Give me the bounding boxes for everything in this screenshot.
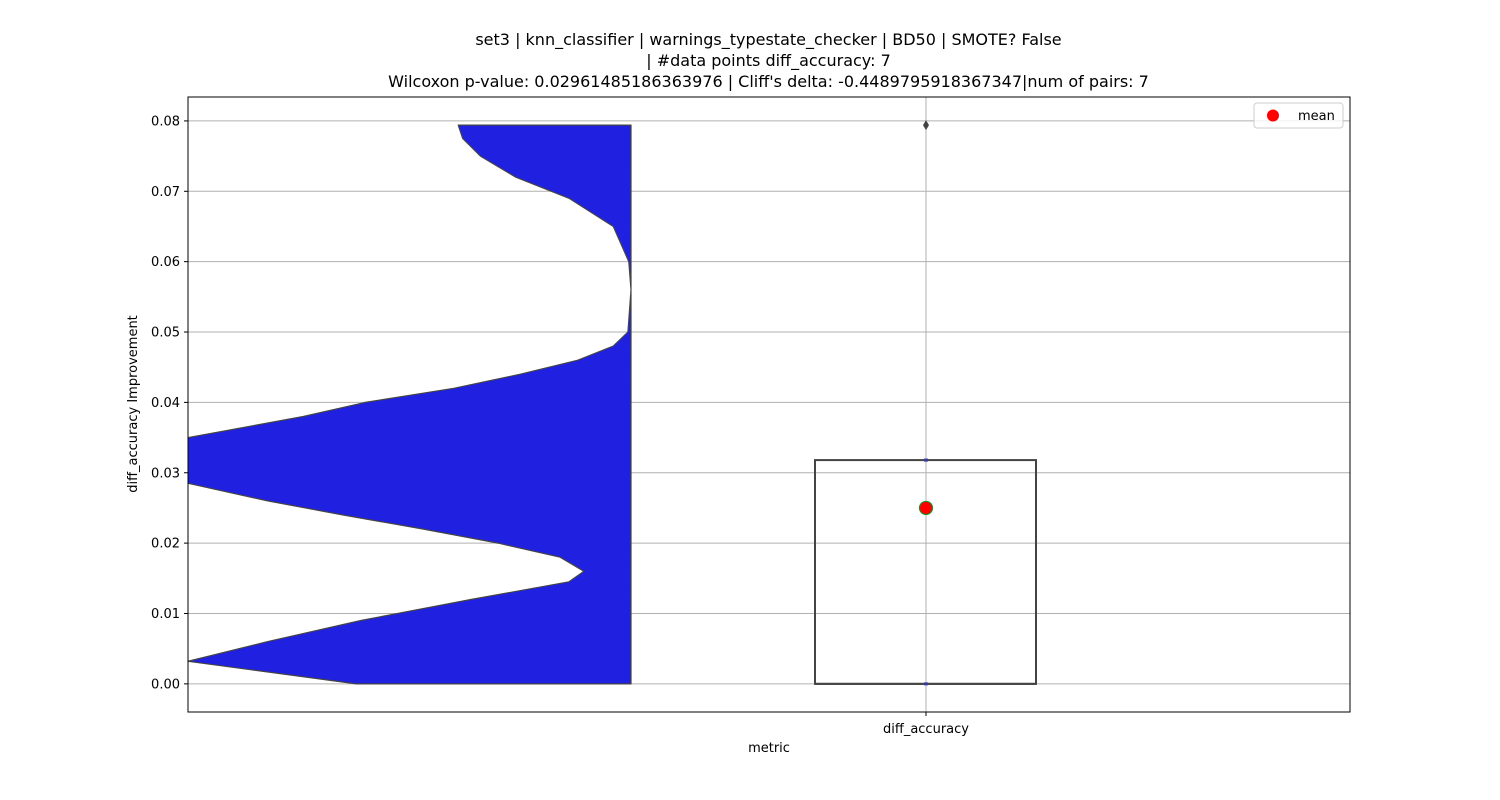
y-axis-label: diff_accuracy Improvement xyxy=(126,315,141,493)
box-outlier-point xyxy=(923,120,929,131)
box-whisker-cap-low xyxy=(924,682,928,686)
x-axis-ticks: diff_accuracy xyxy=(883,712,969,737)
y-tick-label: 0.01 xyxy=(151,607,180,622)
y-tick-label: 0.02 xyxy=(151,537,180,552)
y-tick-label: 0.06 xyxy=(151,255,180,270)
y-axis-ticks: 0.00 0.01 0.02 0.03 0.04 0.05 0.06 0.07 0.08 xyxy=(151,114,188,692)
plot-frame xyxy=(187,96,1351,713)
violin-body xyxy=(188,124,632,685)
y-tick-label: 0.08 xyxy=(151,114,180,129)
chart-title-line-1: set3 | knn_classifier | warnings_typesta… xyxy=(475,30,1062,49)
x-axis-label: metric xyxy=(748,741,790,756)
box-whisker-cap-high xyxy=(924,458,928,462)
violin-layer xyxy=(188,124,632,685)
y-tick-label: 0.04 xyxy=(151,396,180,411)
y-tick-label: 0.00 xyxy=(151,677,180,692)
y-tick-label: 0.03 xyxy=(151,466,180,481)
legend-mean-marker xyxy=(1267,109,1279,122)
box-layer xyxy=(814,120,1037,686)
legend-frame xyxy=(1253,102,1344,129)
chart-title-line-2: | #data points diff_accuracy: 7 xyxy=(646,51,891,70)
mean-marker xyxy=(918,500,934,516)
y-tick-label: 0.07 xyxy=(151,185,180,200)
y-tick-label: 0.05 xyxy=(151,326,180,341)
x-tick-label: diff_accuracy xyxy=(883,722,969,737)
chart-title-line-3: Wilcoxon p-value: 0.02961485186363976 | … xyxy=(388,72,1149,91)
legend-mean-label: mean xyxy=(1298,109,1335,124)
legend: mean xyxy=(1253,102,1344,129)
